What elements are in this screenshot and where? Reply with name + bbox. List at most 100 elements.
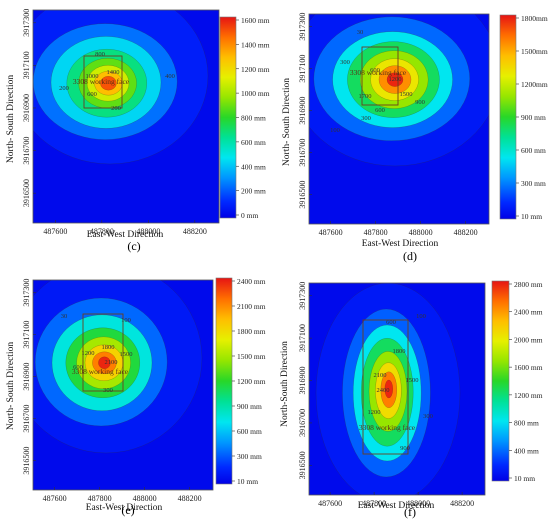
contour-label: 600	[73, 364, 83, 371]
contour-label: 300	[361, 115, 371, 122]
colorbar-tick-label: 300 mm	[237, 452, 262, 461]
y-tick-label: 3916500	[22, 447, 31, 475]
contour-band	[386, 72, 404, 87]
x-tick-label: 487600	[43, 494, 67, 503]
contour-label: 30	[357, 29, 364, 36]
contour-label: 800	[95, 51, 105, 58]
x-tick-label: 487800	[90, 227, 114, 236]
contour-label: 200	[59, 85, 69, 92]
colorbar-tick-label: 1600 mm	[241, 16, 270, 25]
contour-label: 900	[415, 99, 425, 106]
colorbar	[499, 14, 517, 220]
y-tick-label: 3916500	[22, 179, 31, 207]
colorbar-tick-label: 2000 mm	[514, 335, 543, 344]
y-axis-label: North- South Direction	[6, 75, 16, 163]
panel-label: (e)	[121, 503, 134, 517]
contour-label: 1200	[368, 409, 381, 416]
colorbar-tick-label: 1200mm	[521, 80, 548, 89]
contour-label: 900	[400, 445, 410, 452]
y-tick-label: 3916700	[298, 409, 307, 437]
x-tick-label: 488000	[409, 228, 433, 237]
panel-label: (c)	[127, 239, 140, 253]
colorbar-tick-label: 1500 mm	[237, 352, 266, 361]
contour-label: 1800	[393, 348, 406, 355]
colorbar-tick-label: 200 mm	[241, 187, 266, 196]
y-tick-label: 3916900	[298, 97, 307, 125]
colorbar-tick-label: 10 mm	[237, 477, 258, 486]
colorbar-tick-label: 300 mm	[521, 179, 546, 188]
x-tick-label: 487600	[319, 228, 343, 237]
contour-bands	[33, 280, 203, 454]
colorbar-tick-label: 600 mm	[237, 427, 262, 436]
colorbar-tick-label: 10 mm	[514, 474, 535, 483]
x-tick-label: 488000	[406, 499, 430, 508]
contour-label: 1500	[400, 91, 413, 98]
contour-label: 2100	[374, 372, 387, 379]
contour-label: 300	[103, 387, 113, 394]
colorbar-tick-label: 0 mm	[241, 211, 258, 220]
contour-label: 600	[87, 91, 97, 98]
x-tick-label: 487600	[318, 499, 342, 508]
contour-label: 30	[61, 313, 68, 320]
colorbar-tick-label: 800 mm	[514, 419, 539, 428]
colorbar-tick-label: 1500mm	[521, 47, 548, 56]
colorbar-tick-label: 1400 mm	[241, 40, 270, 49]
x-tick-label: 488200	[183, 227, 207, 236]
plot-frame	[308, 282, 486, 496]
y-tick-label: 3917300	[22, 279, 31, 307]
x-tick-label: 487800	[364, 228, 388, 237]
y-axis-label: North- South Direction	[282, 78, 292, 166]
contour-band	[384, 379, 394, 399]
contour-label: 1800	[102, 344, 115, 351]
colorbar-tick-label: 800 mm	[241, 114, 266, 123]
x-axis-label: East-West Direction	[358, 501, 435, 511]
colorbar	[491, 280, 510, 482]
colorbar	[215, 277, 233, 485]
colorbar-tick-label: 900 mm	[521, 113, 546, 122]
y-tick-label: 3917100	[22, 51, 31, 79]
y-tick-label: 3916500	[298, 181, 307, 209]
contour-label: 600	[375, 107, 385, 114]
working-face-label: 3308 working face	[359, 423, 416, 432]
contour-label: 300	[423, 413, 433, 420]
colorbar-tick-label: 900 mm	[237, 402, 262, 411]
x-tick-label: 488200	[454, 228, 478, 237]
y-tick-label: 3916900	[22, 94, 31, 122]
x-tick-label: 488200	[450, 499, 474, 508]
y-tick-label: 3916700	[22, 405, 31, 433]
y-tick-label: 3917300	[298, 13, 307, 41]
contour-label: 2100	[105, 359, 118, 366]
working-face-outline	[82, 313, 124, 392]
x-axis-label: East-West Direction	[362, 239, 439, 249]
contour-bands	[315, 283, 461, 495]
working-face-label: 3308 working face	[73, 77, 130, 86]
contour-bands	[33, 10, 209, 165]
contour-label: 1200	[389, 76, 402, 83]
panel-label: (f)	[404, 505, 416, 519]
y-tick-label: 3916900	[298, 367, 307, 395]
x-tick-label: 487800	[362, 499, 386, 508]
contour-label: 600	[370, 67, 380, 74]
working-face-label: 3308 working face	[350, 68, 407, 77]
working-face-outline	[83, 55, 123, 109]
x-axis-label: East-West Direction	[86, 503, 163, 513]
contour-label: 100	[416, 313, 426, 320]
colorbar-tick-label: 1200 mm	[241, 65, 270, 74]
colorbar-tick-label: 1800 mm	[237, 327, 266, 336]
colorbar-tick-label: 10 mm	[521, 212, 542, 221]
colorbar-tick-label: 2100 mm	[237, 302, 266, 311]
x-tick-label: 488200	[178, 494, 202, 503]
y-tick-label: 3917300	[22, 9, 31, 37]
contour-label: 1500	[406, 377, 419, 384]
contour-label: 1000	[86, 73, 99, 80]
plot-frame	[32, 279, 214, 491]
contour-label: 200	[111, 105, 121, 112]
x-tick-label: 488000	[133, 494, 157, 503]
colorbar-tick-label: 400 mm	[514, 446, 539, 455]
contour-label: 1400	[107, 69, 120, 76]
colorbar-tick-label: 1600 mm	[514, 363, 543, 372]
working-face-label: 3308 working face	[72, 367, 129, 376]
